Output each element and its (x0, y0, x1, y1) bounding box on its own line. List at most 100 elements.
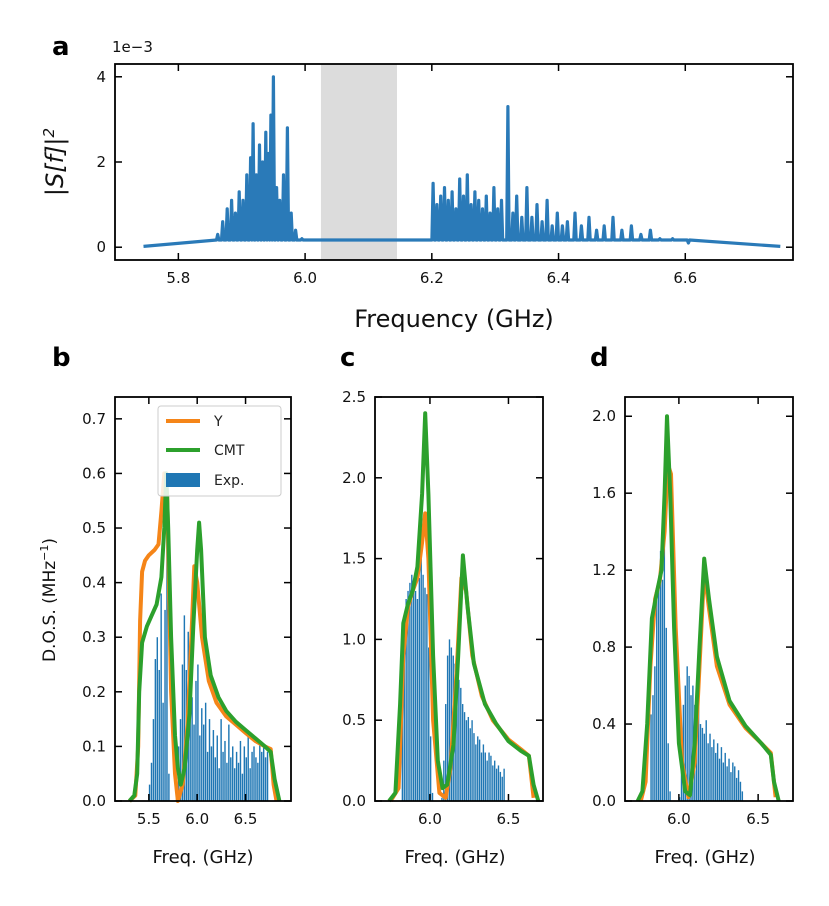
histogram-bar (716, 743, 719, 801)
panel-a-ytick-label: 2 (96, 153, 106, 171)
histogram-bar (741, 791, 744, 801)
histogram-bar (154, 659, 157, 801)
panel-c-ytick-label: 1.5 (342, 550, 366, 568)
panel-c-ytick-label: 1.0 (342, 630, 366, 648)
histogram-bar (162, 702, 164, 801)
histogram-bar (237, 762, 240, 801)
panel-b-ytick-label: 0.6 (82, 464, 106, 482)
histogram-bar (467, 716, 470, 801)
histogram-bar (405, 599, 407, 801)
panel-c-ytick-label: 0.5 (342, 711, 366, 729)
panel-a-xtick-label: 6.0 (293, 269, 317, 287)
panel-c-frame (374, 396, 544, 802)
histogram-bar (713, 739, 715, 801)
panel-a-yaxis: 0 2 4 (96, 68, 793, 256)
panel-b-ytick-label: 0.4 (82, 574, 106, 592)
histogram-bar (201, 708, 203, 801)
histogram-bar (471, 720, 473, 801)
panel-b-cmt-line (127, 471, 282, 803)
histogram-bar (667, 743, 669, 801)
histogram-bar (181, 664, 184, 801)
panel-b-ytick-label: 0.5 (82, 519, 106, 537)
legend: Y CMT Exp. (157, 405, 282, 497)
histogram-bar (150, 762, 153, 801)
panel-b: b 5.5 6.0 6.5 0.0 0.1 0.2 0.3 0.4 0.5 0.6 0.7 Fre… (52, 343, 292, 868)
histogram-bar (251, 751, 253, 801)
panel-b-label: b (52, 343, 71, 373)
panel-a-xtick-label: 6.6 (673, 269, 697, 287)
panel-d: d 6.0 6.5 0.0 0.4 0.8 1.2 1.6 2.0 Freq. (GHz) (590, 343, 794, 868)
histogram-bar (475, 744, 477, 801)
histogram-bar (734, 766, 736, 801)
panel-d-xtick-label: 6.5 (746, 810, 770, 828)
histogram-bar (461, 704, 464, 801)
histogram-bar (715, 752, 717, 801)
histogram-bar (204, 702, 207, 801)
panel-d-cmt-line (635, 414, 781, 802)
histogram-bar (158, 669, 160, 801)
histogram-bar (654, 666, 656, 801)
histogram-bar (418, 577, 421, 801)
histogram-bar (226, 762, 228, 801)
panel-a-ylabel: |S[f]|2 (40, 128, 69, 196)
histogram-bar (665, 627, 667, 801)
panel-c-label: c (340, 343, 355, 373)
panel-a-ylabel-exp: 2 (40, 128, 58, 138)
panel-d-ytick-label: 1.6 (592, 484, 616, 502)
legend-cmt-label: CMT (214, 443, 245, 459)
panel-d-xaxis: 6.0 6.5 (667, 397, 770, 828)
histogram-bar (503, 768, 505, 801)
histogram-bar (228, 724, 230, 801)
histogram-bar (735, 777, 738, 801)
panel-d-ytick-label: 2.0 (592, 407, 616, 425)
histogram-bar (183, 615, 186, 801)
panel-c-ytick-label: 0.0 (342, 792, 366, 810)
histogram-bar (261, 751, 263, 801)
histogram-bar (499, 771, 502, 801)
panel-d-label: d (590, 343, 609, 373)
panel-a-xtick-label: 6.4 (547, 269, 571, 287)
panel-b-xtick-label: 6.0 (185, 810, 209, 828)
histogram-bar (497, 765, 500, 801)
histogram-bar (501, 776, 503, 801)
panel-b-yaxis: 0.0 0.1 0.2 0.3 0.4 0.5 0.6 0.7 (82, 410, 291, 810)
histogram-bar (220, 719, 222, 801)
histogram-bar (656, 599, 658, 801)
panel-a: a 1e−3 5.8 6.0 6.2 6.4 6.6 0 2 4 Frequency (GH… (40, 32, 794, 333)
histogram-bar (428, 647, 430, 801)
histogram-bar (465, 720, 468, 801)
panel-c-xaxis: 6.0 6.5 (418, 397, 520, 828)
panel-c-yaxis: 0.0 0.5 1.0 1.5 2.0 2.5 (342, 388, 543, 810)
histogram-bar (724, 752, 726, 801)
histogram-bar (718, 758, 721, 801)
histogram-bar (703, 733, 706, 801)
panel-d-yaxis: 0.0 0.4 0.8 1.2 1.6 2.0 (592, 407, 793, 810)
histogram-bar (218, 768, 220, 801)
histogram-bar (224, 740, 226, 801)
panel-d-frame (624, 396, 794, 802)
legend-exp-label: Exp. (214, 473, 244, 489)
histogram-bar (709, 733, 711, 801)
histogram-bar (214, 757, 217, 801)
panel-b-ytick-label: 0.7 (82, 410, 106, 428)
panel-c-ytick-label: 2.5 (342, 388, 366, 406)
histogram-bar (482, 744, 485, 801)
histogram-bar (249, 768, 251, 801)
histogram-bar (243, 746, 246, 801)
histogram-bar (697, 704, 700, 801)
histogram-bar (686, 666, 688, 801)
histogram-bar (253, 746, 255, 801)
histogram-bar (492, 765, 494, 801)
histogram-bar (443, 760, 445, 801)
panel-b-ytick-label: 0.1 (82, 737, 106, 755)
histogram-bar (456, 668, 458, 801)
histogram-bar (210, 746, 213, 801)
histogram-bar (669, 791, 671, 801)
histogram-bar (156, 637, 159, 801)
histogram-bar (659, 550, 662, 801)
panel-c-ytick-label: 2.0 (342, 469, 366, 487)
legend-y-label: Y (213, 414, 223, 430)
histogram-bar (422, 574, 424, 801)
histogram-bar (463, 712, 466, 801)
